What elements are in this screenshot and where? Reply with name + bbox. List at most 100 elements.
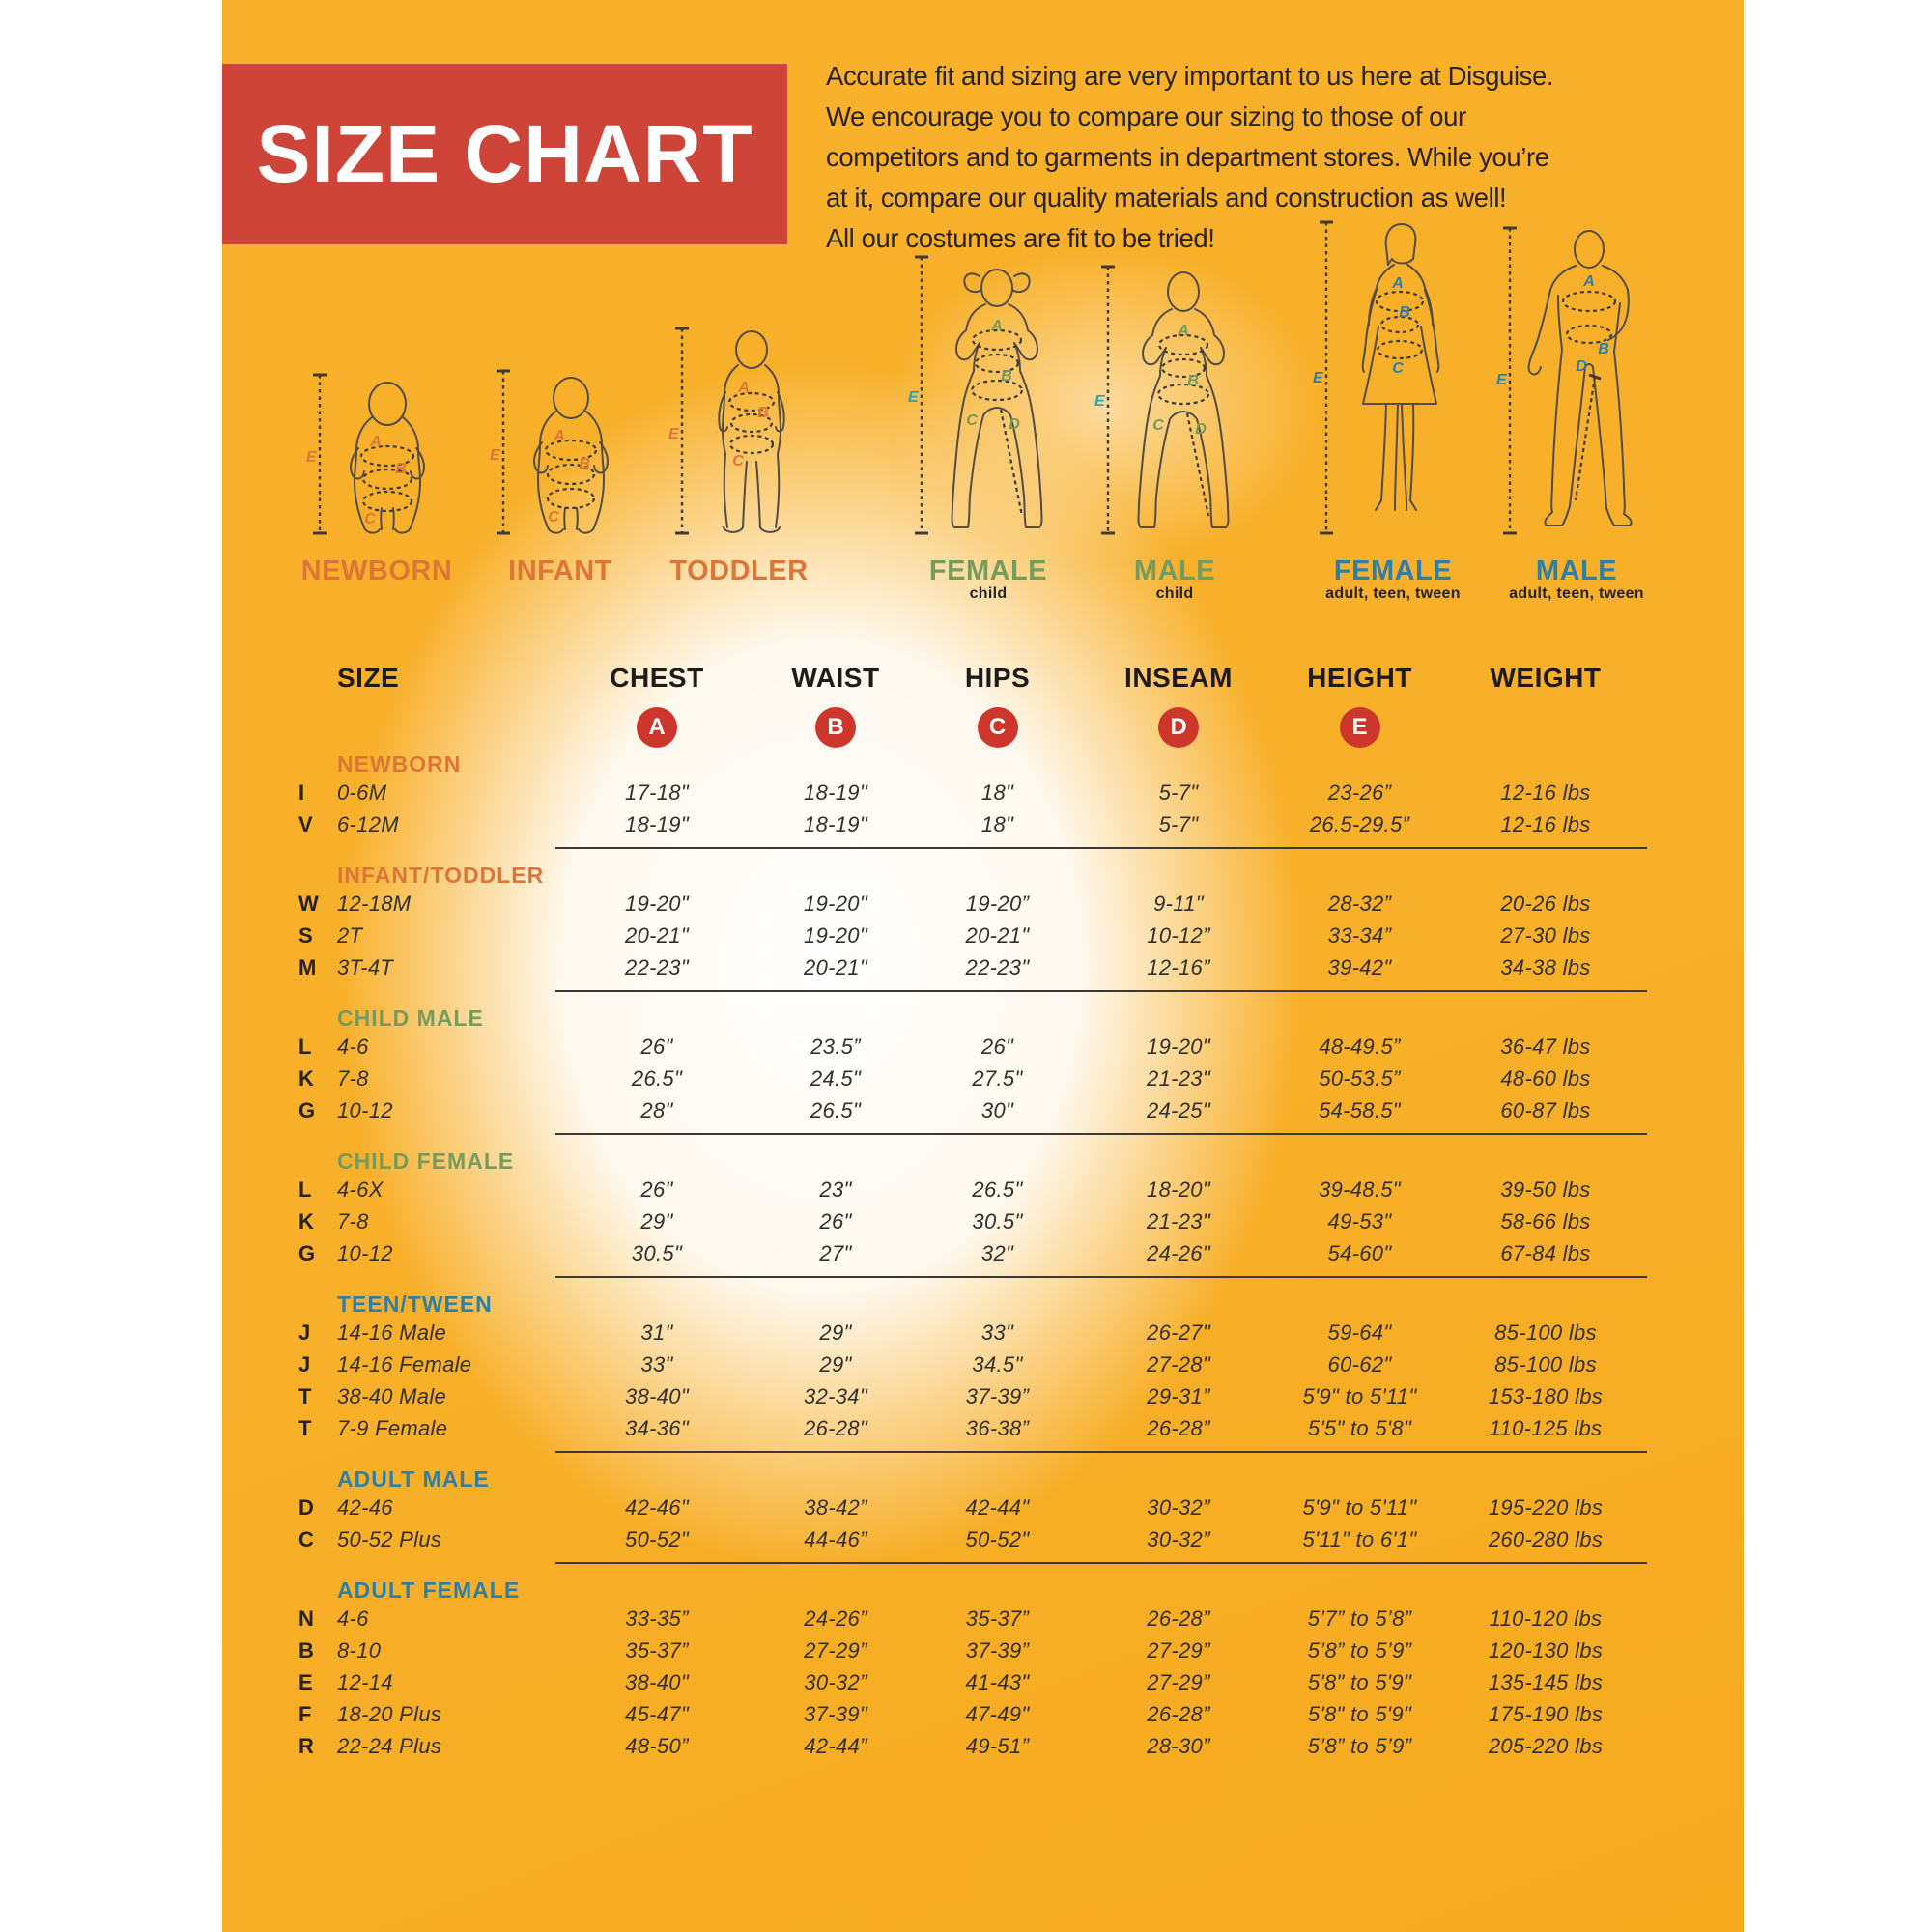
row-value: 19-20" <box>804 923 867 948</box>
table-row: G 10-12 30.5" 27" 32" 24-26" 54-60" 67-84 lbs <box>295 1237 1647 1269</box>
row-value: 30-32” <box>1147 1494 1210 1520</box>
svg-text:E: E <box>908 389 920 406</box>
section-header: TEEN/TWEEN <box>337 1292 493 1317</box>
section-divider <box>555 1276 1647 1278</box>
row-code: F <box>298 1701 312 1726</box>
size-table-body: NEWBORN I 0-6M 17-18" 18-19" 18" 5-7" 23-26” 12-… <box>295 752 1647 1762</box>
row-code: I <box>298 780 305 805</box>
table-row: I 0-6M 17-18" 18-19" 18" 5-7" 23-26” 12-16 lbs <box>295 777 1647 809</box>
row-value: 17-18" <box>625 780 689 805</box>
row-value: 42-44” <box>804 1733 867 1758</box>
row-code: L <box>298 1177 312 1202</box>
row-value: 50-52" <box>965 1526 1030 1551</box>
row-value: 38-40" <box>625 1383 689 1408</box>
row-code: R <box>298 1733 314 1758</box>
row-value: 28-32” <box>1327 891 1392 916</box>
table-row: E 12-14 38-40" 30-32” 41-43" 27-29” 5'8" to 5'… <box>295 1666 1647 1698</box>
row-value: 29-31” <box>1147 1383 1210 1408</box>
row-value: 39-42" <box>1327 954 1392 980</box>
row-value: 34.5" <box>972 1351 1023 1377</box>
table-row: C 50-52 Plus 50-52" 44-46” 50-52" 30-32” 5'11"… <box>295 1523 1647 1555</box>
row-size: 12-14 <box>337 1669 393 1694</box>
row-code: E <box>298 1669 313 1694</box>
row-size: 42-46 <box>337 1494 393 1520</box>
row-value: 175-190 lbs <box>1488 1701 1604 1726</box>
figure-label-newborn: NEWBORN <box>300 555 453 586</box>
row-value: 26-27" <box>1147 1320 1210 1345</box>
row-value: 18-19" <box>804 780 867 805</box>
row-value: 36-38” <box>965 1415 1030 1440</box>
row-code: W <box>298 891 319 916</box>
row-value: 18" <box>980 780 1014 805</box>
svg-text:C: C <box>1392 360 1404 377</box>
row-value: 12-16” <box>1147 954 1210 980</box>
row-value: 30-32” <box>804 1669 867 1694</box>
svg-text:A: A <box>1582 273 1595 290</box>
svg-text:D: D <box>1195 421 1207 438</box>
table-row: S 2T 20-21" 19-20" 20-21" 10-12” 33-34” 27-30 l… <box>295 920 1647 952</box>
row-code: G <box>298 1097 316 1122</box>
content-area: SIZE CHART Accurate fit and sizing are v… <box>222 0 1744 1932</box>
section-divider <box>555 1133 1647 1135</box>
row-size: 3T-4T <box>337 954 394 980</box>
row-value: 36-47 lbs <box>1500 1034 1591 1059</box>
row-size: 18-20 Plus <box>337 1701 442 1726</box>
row-size: 8-10 <box>337 1637 382 1662</box>
row-size: 12-18M <box>337 891 412 916</box>
table-row: B 8-10 35-37” 27-29” 37-39” 27-29” 5’8” to 5’9… <box>295 1634 1647 1666</box>
row-value: 19-20" <box>625 891 689 916</box>
svg-text:D: D <box>1009 416 1020 433</box>
row-size: 0-6M <box>337 780 387 805</box>
row-code: V <box>298 811 313 837</box>
row-value: 44-46” <box>804 1526 867 1551</box>
row-code: T <box>298 1415 312 1440</box>
column-header-chest: CHEST <box>610 663 704 693</box>
row-value: 47-49" <box>965 1701 1030 1726</box>
row-code: K <box>298 1065 314 1091</box>
row-value: 33-34” <box>1327 923 1392 948</box>
svg-text:B: B <box>1399 304 1410 321</box>
row-value: 54-58.5" <box>1319 1097 1401 1122</box>
section-header: CHILD MALE <box>337 1006 484 1031</box>
row-code: S <box>298 923 313 948</box>
row-value: 26.5" <box>631 1065 683 1091</box>
row-value: 22-23" <box>965 954 1030 980</box>
svg-text:A: A <box>990 318 1003 334</box>
table-row: M 3T-4T 22-23" 20-21" 22-23" 12-16” 39-42" 34-3… <box>295 952 1647 983</box>
row-value: 26-28" <box>804 1415 867 1440</box>
row-value: 23.5” <box>810 1034 861 1059</box>
svg-text:C: C <box>364 511 376 527</box>
row-value: 27.5" <box>972 1065 1023 1091</box>
row-value: 34-38 lbs <box>1500 954 1591 980</box>
row-value: 24-26” <box>804 1605 867 1631</box>
row-value: 50-53.5” <box>1319 1065 1401 1091</box>
table-header-row: SIZE CHEST WAIST HIPS INSEAM HEIGHT WEIG… <box>295 663 1647 694</box>
row-size: 7-9 Female <box>337 1415 448 1440</box>
badge-c: C <box>977 707 1018 748</box>
table-row: V 6-12M 18-19" 18-19" 18" 5-7" 26.5-29.5” 12-16… <box>295 809 1647 840</box>
svg-text:A: A <box>1177 323 1189 339</box>
section-header: ADULT FEMALE <box>337 1577 521 1603</box>
row-size: 4-6X <box>337 1177 384 1202</box>
section-divider <box>555 990 1647 992</box>
row-value: 49-53" <box>1327 1208 1392 1234</box>
row-value: 48-49.5” <box>1319 1034 1401 1059</box>
row-code: C <box>298 1526 314 1551</box>
row-value: 27-29” <box>804 1637 867 1662</box>
row-value: 48-50” <box>625 1733 689 1758</box>
row-value: 39-50 lbs <box>1500 1177 1591 1202</box>
row-value: 27-29” <box>1147 1637 1210 1662</box>
row-value: 9-11" <box>1153 891 1204 916</box>
row-size: 14-16 Male <box>337 1320 447 1345</box>
row-value: 5'5" to 5'8" <box>1307 1415 1412 1440</box>
row-value: 60-62" <box>1327 1351 1392 1377</box>
row-code: D <box>298 1494 314 1520</box>
row-value: 33" <box>640 1351 673 1377</box>
row-value: 23-26” <box>1327 780 1392 805</box>
table-row: T 7-9 Female 34-36" 26-28" 36-38” 26-28” 5'5" … <box>295 1412 1647 1444</box>
column-header-waist: WAIST <box>791 663 880 693</box>
row-value: 26" <box>640 1034 673 1059</box>
size-table: SIZE CHEST WAIST HIPS INSEAM HEIGHT WEIG… <box>295 663 1647 1762</box>
figure-newborn: E A B C <box>304 367 449 541</box>
intro-line: competitors and to garments in departmen… <box>826 142 1549 172</box>
